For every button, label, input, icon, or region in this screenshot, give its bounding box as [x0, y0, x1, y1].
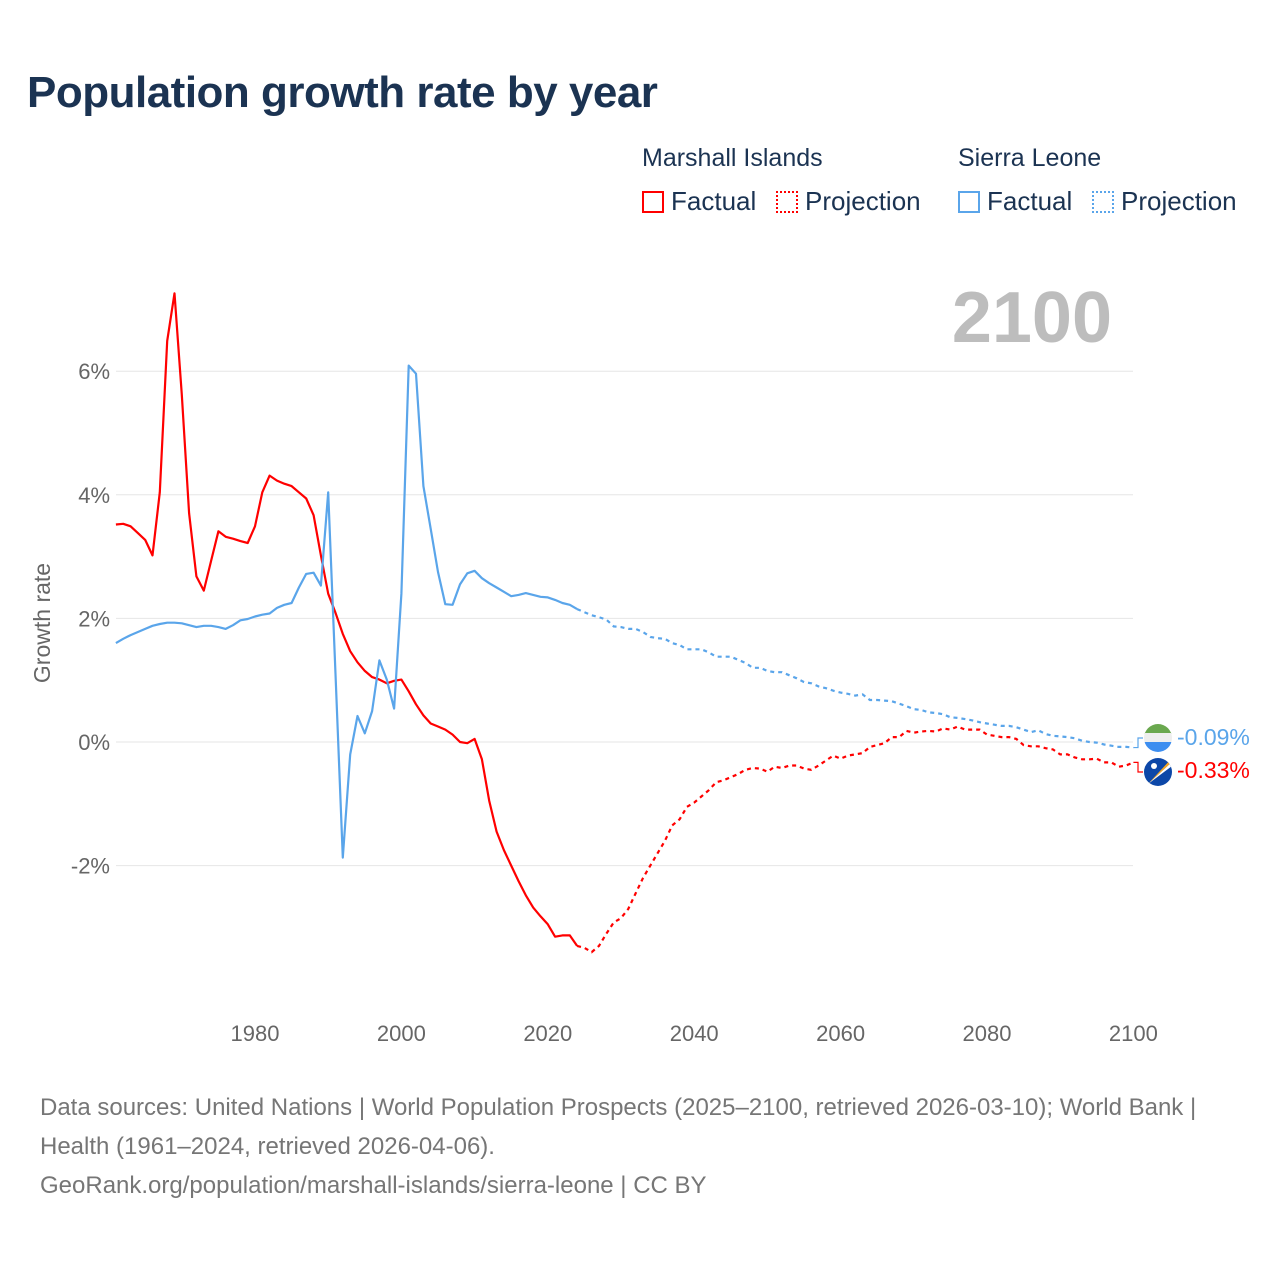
end-label-sierra-leone: -0.09% [1177, 724, 1250, 750]
chart-title: Population growth rate by year [27, 68, 658, 117]
sierra-leone-factual-line [115, 364, 578, 859]
x-tick-label: 1980 [231, 1021, 280, 1046]
legend-swatch-solid [958, 190, 980, 213]
y-tick-label: 0% [78, 730, 110, 755]
sierra-leone-projection-line [576, 608, 1134, 749]
legend-swatch-dotted [1092, 190, 1114, 213]
x-tick-label: 2080 [963, 1021, 1012, 1046]
marshall-islands-factual-line [115, 292, 579, 947]
legend-group-sierra-leone: Sierra Leone [958, 144, 1102, 172]
legend-marshall-factual[interactable]: Factual [642, 186, 756, 217]
marshall-islands-label-connector [1133, 761, 1143, 773]
sierra-leone-label-connector [1133, 737, 1143, 749]
legend-label: Factual [987, 186, 1073, 216]
legend-label: Factual [671, 186, 757, 216]
x-tick-label: 2100 [1109, 1021, 1158, 1046]
marshall-islands-projection-line [576, 725, 1134, 954]
legend-swatch-solid [642, 190, 664, 213]
sierra-leone-flag-icon [1144, 724, 1172, 752]
marshall-islands-flag-icon [1144, 758, 1172, 786]
y-tick-label: 2% [78, 606, 110, 631]
y-axis-label: Growth rate [29, 563, 55, 683]
x-tick-label: 2060 [816, 1021, 865, 1046]
footer: Data sources: United Nations | World Pop… [40, 1088, 1240, 1205]
y-tick-label: 6% [78, 359, 110, 384]
footer-sources: Data sources: United Nations | World Pop… [40, 1094, 1197, 1160]
x-tick-label: 2000 [377, 1021, 426, 1046]
legend-sierra-projection[interactable]: Projection [1092, 186, 1237, 217]
legend-swatch-dotted [776, 190, 798, 213]
footer-credit[interactable]: GeoRank.org/population/marshall-islands/… [40, 1172, 707, 1199]
legend-group-marshall-islands: Marshall Islands [642, 144, 823, 172]
legend-label: Projection [1121, 186, 1237, 216]
year-label: 2100 [952, 278, 1112, 358]
x-tick-label: 2020 [523, 1021, 572, 1046]
y-tick-label: -2% [71, 854, 110, 879]
end-label-marshall-islands: -0.33% [1177, 757, 1250, 783]
legend-marshall-projection[interactable]: Projection [776, 186, 921, 217]
legend-sierra-factual[interactable]: Factual [958, 186, 1072, 217]
legend-label: Projection [805, 186, 921, 216]
x-tick-label: 2040 [670, 1021, 719, 1046]
y-tick-label: 4% [78, 483, 110, 508]
